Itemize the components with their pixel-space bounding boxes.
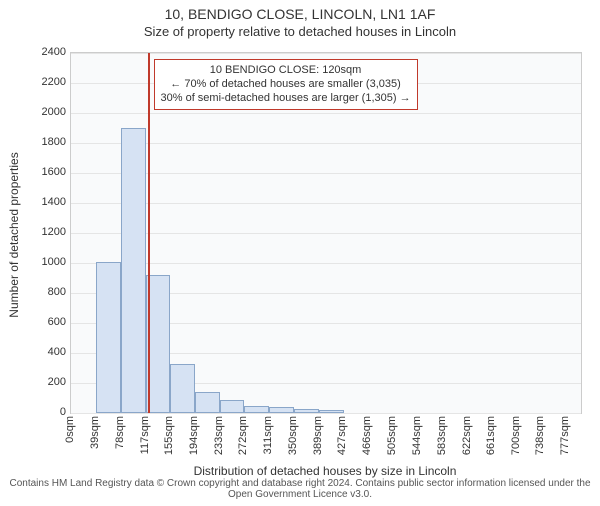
attribution-text: Contains HM Land Registry data © Crown c… (0, 478, 600, 500)
histogram-bar (121, 128, 146, 413)
y-axis-label: Number of detached properties (7, 55, 21, 415)
x-tick-label: 389sqm (312, 416, 324, 455)
histogram-bar (96, 262, 121, 414)
reference-marker-line (148, 53, 150, 413)
x-tick-label: 194sqm (188, 416, 200, 455)
y-tick-label: 2400 (42, 46, 66, 58)
x-tick-label: 155sqm (163, 416, 175, 455)
y-tick-label: 1200 (42, 226, 66, 238)
histogram-bar (195, 392, 220, 413)
annotation-box: 10 BENDIGO CLOSE: 120sqm← 70% of detache… (154, 59, 418, 110)
x-tick-label: 117sqm (139, 416, 151, 454)
y-tick-label: 200 (48, 376, 66, 388)
histogram-bar (319, 410, 344, 413)
x-tick-label: 350sqm (287, 416, 299, 455)
x-tick-label: 661sqm (485, 416, 497, 455)
y-tick-label: 2000 (42, 106, 66, 118)
y-tick-label: 1400 (42, 196, 66, 208)
x-axis-label: Distribution of detached houses by size … (70, 464, 580, 478)
y-tick-label: 1000 (42, 256, 66, 268)
x-tick-label: 777sqm (559, 416, 571, 455)
x-tick-label: 39sqm (89, 416, 101, 449)
histogram-bar (294, 409, 319, 414)
x-tick-label: 78sqm (114, 416, 126, 449)
y-tick-label: 2200 (42, 76, 66, 88)
x-tick-label: 505sqm (386, 416, 398, 455)
annotation-line: 10 BENDIGO CLOSE: 120sqm (161, 64, 411, 78)
annotation-line: ← 70% of detached houses are smaller (3,… (161, 78, 411, 92)
x-tick-label: 427sqm (336, 416, 348, 455)
y-tick-label: 1600 (42, 166, 66, 178)
x-tick-label: 311sqm (262, 416, 274, 454)
histogram-bar (269, 407, 294, 413)
x-tick-label: 0sqm (64, 416, 76, 443)
y-tick-label: 400 (48, 346, 66, 358)
title-sub: Size of property relative to detached ho… (0, 24, 600, 39)
y-tick-label: 800 (48, 286, 66, 298)
x-tick-label: 233sqm (213, 416, 225, 455)
x-tick-label: 622sqm (461, 416, 473, 455)
x-tick-label: 544sqm (411, 416, 423, 455)
histogram-bar (170, 364, 195, 414)
y-tick-label: 1800 (42, 136, 66, 148)
x-tick-label: 738sqm (534, 416, 546, 455)
x-tick-label: 583sqm (436, 416, 448, 455)
x-tick-label: 466sqm (361, 416, 373, 455)
x-tick-label: 700sqm (510, 416, 522, 455)
y-tick-label: 600 (48, 316, 66, 328)
histogram-bar (244, 406, 269, 414)
chart-plot-area: 10 BENDIGO CLOSE: 120sqm← 70% of detache… (70, 52, 582, 414)
histogram-bar (220, 400, 245, 414)
annotation-line: 30% of semi-detached houses are larger (… (161, 92, 411, 106)
x-tick-label: 272sqm (237, 416, 249, 455)
title-main: 10, BENDIGO CLOSE, LINCOLN, LN1 1AF (0, 6, 600, 22)
